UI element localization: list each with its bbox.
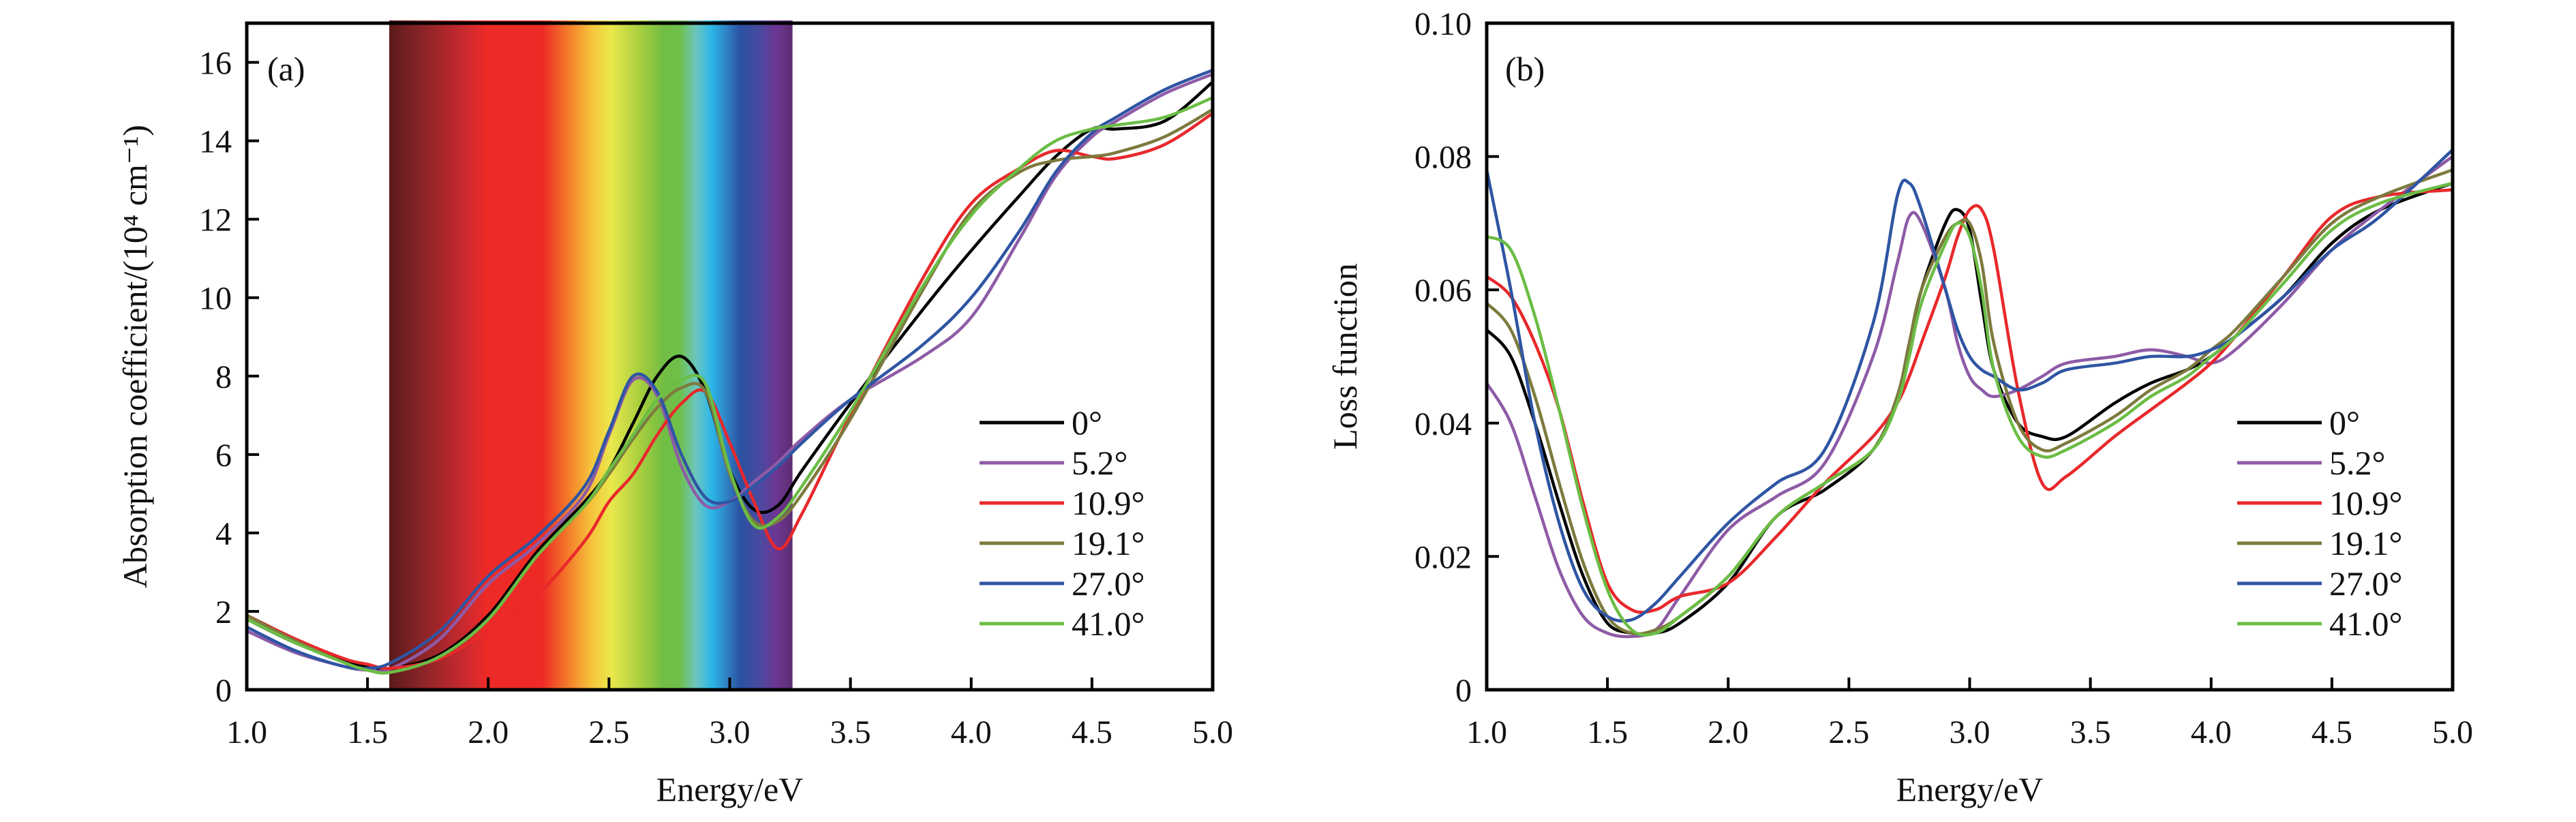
y-tick-label: 4 xyxy=(215,516,232,552)
legend-label: 5.2° xyxy=(2329,444,2386,482)
series-line-27-0deg xyxy=(245,68,1215,671)
panel-b-x-ticks: 1.0 1.5 2.0 2.5 3.0 3.5 4.0 4.5 5.0 xyxy=(1466,678,2473,750)
legend-entry: 19.1° xyxy=(2237,524,2403,562)
legend-entry: 27.0° xyxy=(2237,564,2403,603)
legend-label: 10.9° xyxy=(1072,484,1145,522)
legend-entry: 41.0° xyxy=(980,605,1145,643)
series-line-5-2deg xyxy=(245,72,1215,673)
panel-b-loss-function: 1.0 1.5 2.0 2.5 3.0 3.5 4.0 4.5 5.0 0 0.02 0.04 0.0… xyxy=(1326,6,2473,808)
y-tick-label: 6 xyxy=(215,438,232,474)
panel-b-y-axis-title: Loss function xyxy=(1326,263,1364,450)
x-tick-label: 2.5 xyxy=(588,714,629,750)
legend-entry: 10.9° xyxy=(980,484,1145,522)
legend-label: 19.1° xyxy=(2329,524,2403,562)
legend-entry: 5.2° xyxy=(2237,444,2386,482)
series-line-10-9deg xyxy=(1485,188,2455,614)
y-tick-label: 14 xyxy=(199,124,232,160)
x-tick-label: 1.5 xyxy=(1587,714,1628,750)
legend-entry: 27.0° xyxy=(980,564,1145,603)
legend-label: 0° xyxy=(2329,404,2360,442)
legend-entry: 19.1° xyxy=(980,524,1145,562)
series-line-41-0deg xyxy=(1485,181,2455,637)
panel-a-legend: 0°5.2°10.9°19.1°27.0°41.0° xyxy=(980,404,1145,643)
panel-b-y-ticks: 0 0.02 0.04 0.06 0.08 0.10 xyxy=(1414,6,1499,709)
x-tick-label: 1.0 xyxy=(1466,714,1507,750)
panel-b-label: (b) xyxy=(1505,50,1545,88)
legend-entry: 41.0° xyxy=(2237,605,2403,643)
visible-spectrum-band xyxy=(389,20,793,688)
y-tick-label: 2 xyxy=(215,594,232,630)
x-tick-label: 2.0 xyxy=(1708,714,1748,750)
y-tick-label: 0 xyxy=(1455,673,1472,709)
y-tick-label: 0 xyxy=(215,673,232,709)
legend-entry: 5.2° xyxy=(980,444,1128,482)
panel-b-legend: 0°5.2°10.9°19.1°27.0°41.0° xyxy=(2237,404,2403,643)
x-tick-label: 3.0 xyxy=(710,714,751,750)
y-tick-label: 0.04 xyxy=(1414,406,1472,442)
x-tick-label: 4.5 xyxy=(1072,714,1112,750)
panel-a-y-ticks: 0 2 4 6 8 10 12 14 16 xyxy=(199,46,259,709)
x-tick-label: 4.0 xyxy=(2191,714,2232,750)
x-tick-label: 4.0 xyxy=(951,714,992,750)
x-tick-label: 3.0 xyxy=(1950,714,1990,750)
y-tick-label: 0.02 xyxy=(1414,539,1472,575)
legend-label: 41.0° xyxy=(2329,605,2403,643)
x-tick-label: 1.5 xyxy=(347,714,388,750)
legend-label: 0° xyxy=(1072,404,1102,442)
legend-entry: 0° xyxy=(980,404,1102,442)
x-tick-label: 2.5 xyxy=(1828,714,1869,750)
x-tick-label: 1.0 xyxy=(226,714,267,750)
y-tick-label: 8 xyxy=(215,359,232,395)
legend-entry: 0° xyxy=(2237,404,2360,442)
x-tick-label: 4.5 xyxy=(2312,714,2352,750)
legend-label: 27.0° xyxy=(1072,564,1145,603)
panel-a-x-ticks: 1.0 1.5 2.0 2.5 3.0 3.5 4.0 4.5 5.0 xyxy=(226,678,1233,750)
legend-label: 5.2° xyxy=(1072,444,1128,482)
panel-a-y-axis-title: Absorption coefficient/(10⁴ cm⁻¹) xyxy=(116,125,154,588)
legend-label: 41.0° xyxy=(1072,605,1145,643)
y-tick-label: 0.06 xyxy=(1414,273,1472,309)
panel-a-label: (a) xyxy=(267,50,305,88)
x-tick-label: 5.0 xyxy=(2432,714,2473,750)
series-line-0deg xyxy=(1485,181,2455,636)
panel-b-series-group xyxy=(1485,148,2455,639)
series-line-27-0deg xyxy=(1485,148,2455,623)
panel-a-series-group xyxy=(245,68,1215,675)
legend-label: 19.1° xyxy=(1072,524,1145,562)
x-tick-label: 2.0 xyxy=(468,714,509,750)
panel-a-x-axis-title: Energy/eV xyxy=(656,770,804,808)
x-tick-label: 5.0 xyxy=(1192,714,1233,750)
legend-label: 27.0° xyxy=(2329,564,2403,603)
x-tick-label: 3.5 xyxy=(2070,714,2111,750)
y-tick-label: 16 xyxy=(199,46,232,82)
panel-b-x-axis-title: Energy/eV xyxy=(1896,770,2044,808)
legend-entry: 10.9° xyxy=(2237,484,2403,522)
y-tick-label: 12 xyxy=(199,202,232,239)
y-tick-label: 0.10 xyxy=(1414,6,1472,42)
y-tick-label: 10 xyxy=(199,281,232,317)
series-line-41-0deg xyxy=(245,96,1215,675)
legend-label: 10.9° xyxy=(2329,484,2403,522)
x-tick-label: 3.5 xyxy=(830,714,871,750)
y-tick-label: 0.08 xyxy=(1414,140,1472,176)
panel-a-absorption: 1.0 1.5 2.0 2.5 3.0 3.5 4.0 4.5 5.0 0 2 4 6 8 10 12 14 1… xyxy=(116,20,1233,808)
